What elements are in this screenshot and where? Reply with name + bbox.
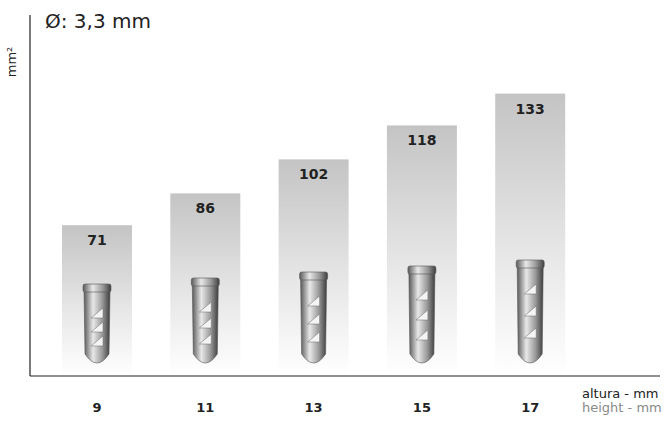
implant-collar: [516, 260, 544, 268]
implant-thread: [308, 332, 320, 342]
y-axis-label: mm²: [4, 47, 19, 78]
data-label: 102: [299, 166, 328, 182]
implant-body: [84, 290, 110, 363]
y-axis: [29, 15, 30, 376]
implant-body: [301, 278, 327, 363]
x-tick-label: 15: [413, 400, 431, 415]
implant-thread: [91, 336, 103, 346]
bar: [495, 94, 565, 376]
implant-body: [409, 272, 435, 363]
implant-thread: [524, 284, 536, 294]
title: Ø: 3,3 mm: [45, 9, 151, 33]
data-label: 118: [407, 132, 436, 148]
x-tick-label: 17: [521, 400, 539, 415]
implant-thread: [199, 334, 211, 344]
implant-collar: [300, 272, 328, 280]
implant-collar: [191, 278, 219, 286]
implant-thread: [416, 310, 428, 320]
bar: [279, 159, 349, 376]
data-label: 71: [87, 232, 106, 248]
implant: [191, 278, 219, 363]
implant: [516, 260, 544, 363]
implant-thread: [199, 302, 211, 312]
implant-thread: [524, 306, 536, 316]
x-axis-label: height - mm: [582, 400, 662, 415]
x-tick-label: 13: [305, 400, 323, 415]
x-axis-label: altura - mm: [582, 386, 659, 401]
bars: [62, 94, 565, 376]
implants: [83, 260, 544, 363]
implant-thread: [91, 322, 103, 332]
implant-thread: [199, 318, 211, 328]
implant-thread: [524, 328, 536, 338]
implant-thread: [91, 308, 103, 318]
implant-collar: [83, 284, 111, 292]
implant-thread: [416, 290, 428, 300]
chart: Ø: 3,3 mm mm² 71 9 86 11 102 13 118 15 133 17 altura…: [0, 0, 667, 421]
implant: [408, 266, 436, 363]
data-label: 86: [196, 200, 215, 216]
implant-thread: [308, 314, 320, 324]
data-label: 133: [516, 101, 545, 117]
bar: [62, 225, 132, 376]
implant-body: [192, 284, 218, 363]
bar: [387, 125, 457, 376]
implant: [300, 272, 328, 363]
implant-body: [517, 266, 543, 363]
implant-thread: [308, 296, 320, 306]
implant-collar: [408, 266, 436, 274]
implant: [83, 284, 111, 363]
bar: [170, 193, 240, 376]
x-axis: [30, 375, 660, 376]
implant-thread: [416, 330, 428, 340]
x-tick-label: 9: [92, 400, 101, 415]
x-tick-label: 11: [196, 400, 214, 415]
